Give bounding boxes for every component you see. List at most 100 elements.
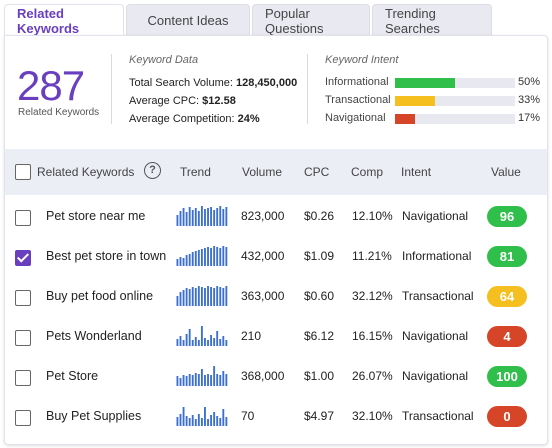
intent-bar-fill	[395, 78, 455, 88]
total-search-volume-value: 128,450,000	[236, 77, 298, 89]
row-checkbox[interactable]	[15, 370, 31, 386]
trend-bar	[219, 418, 222, 426]
average-cpc-label: Average CPC:	[129, 95, 200, 107]
table-row[interactable]: Buy pet food online 363,000 $0.60 32.12% Tra…	[5, 278, 547, 318]
intent-cell: Navigational	[402, 329, 469, 343]
trend-bar	[188, 374, 191, 386]
trend-bar	[194, 288, 197, 306]
trend-bar	[210, 375, 213, 386]
trend-bar	[188, 289, 191, 306]
value-badge: 4	[487, 326, 527, 347]
column-header-cpc[interactable]: CPC	[304, 165, 330, 179]
keyword-cell[interactable]: Pets Wonderland	[46, 329, 142, 343]
tab-popular-questions[interactable]: Popular Questions	[252, 4, 370, 36]
trend-bar	[222, 409, 225, 426]
trend-bar	[207, 419, 209, 426]
cpc-cell: $1.09	[304, 249, 335, 263]
row-checkbox[interactable]	[15, 290, 31, 306]
trend-bar	[210, 415, 213, 426]
trend-bar	[219, 375, 222, 386]
trend-bar	[188, 254, 191, 266]
trend-bar	[219, 248, 222, 266]
keyword-cell[interactable]: Buy Pet Supplies	[46, 409, 142, 423]
trend-bar	[210, 287, 213, 306]
keyword-cell[interactable]: Pet store near me	[46, 209, 146, 223]
column-header-value[interactable]: Value	[491, 165, 521, 179]
trend-bar	[182, 375, 185, 386]
intent-bar-track	[395, 114, 515, 124]
trend-bar	[176, 215, 179, 226]
intent-transactional: Transactional 33%	[325, 94, 545, 108]
trend-bar	[194, 419, 197, 426]
intent-navigational: Navigational 17%	[325, 112, 545, 126]
row-checkbox[interactable]	[15, 250, 31, 266]
intent-bar-fill	[395, 96, 435, 106]
intent-label: Informational	[325, 76, 389, 88]
intent-cell: Navigational	[402, 369, 469, 383]
table-row[interactable]: Buy Pet Supplies 70 $4.97 32.10% Transaction…	[5, 398, 547, 438]
comp-cell: 32.12%	[352, 289, 393, 303]
trend-bar	[216, 416, 219, 426]
question-circle-icon[interactable]: ?	[144, 162, 161, 179]
trend-bar	[179, 211, 182, 226]
trend-bar	[204, 338, 206, 346]
trend-bar	[207, 208, 209, 226]
trend-bar	[213, 288, 216, 306]
trend-bar	[213, 412, 216, 426]
comp-cell: 11.21%	[352, 249, 392, 263]
tab-content-ideas[interactable]: Content Ideas	[126, 4, 250, 36]
tab-trending-searches[interactable]: Trending Searches	[372, 4, 492, 36]
column-header-intent[interactable]: Intent	[401, 165, 432, 179]
trend-bar	[176, 296, 179, 306]
trend-bar	[204, 375, 206, 386]
row-checkbox[interactable]	[15, 330, 31, 346]
average-competition: Average Competition: 24%	[129, 113, 260, 125]
trend-bar	[213, 338, 216, 346]
table-row[interactable]: Pet store near me 823,000 $0.26 12.10% Navig…	[5, 198, 547, 238]
trend-sparkline	[176, 404, 228, 426]
table-header: Related Keywords ? Trend Volume CPC Comp…	[5, 149, 547, 195]
trend-bar	[197, 250, 200, 266]
column-header-volume[interactable]: Volume	[242, 165, 283, 179]
trend-bar	[185, 255, 188, 266]
keyword-cell[interactable]: Best pet store in town	[46, 249, 167, 263]
table-row[interactable]: Pets Wonderland 210 $6.12 16.15% Navigationa…	[5, 318, 547, 358]
trend-bar	[179, 292, 182, 306]
volume-cell: 210	[241, 329, 262, 343]
keyword-cell[interactable]: Pet Store	[46, 369, 99, 383]
trend-bar	[194, 373, 197, 386]
comp-cell: 26.07%	[352, 369, 393, 383]
trend-bar	[210, 207, 213, 226]
trend-bar	[219, 339, 222, 346]
trend-bar	[200, 206, 203, 226]
column-header-keyword[interactable]: Related Keywords	[37, 165, 135, 179]
select-all-checkbox[interactable]	[15, 164, 31, 180]
row-checkbox[interactable]	[15, 210, 31, 226]
keyword-cell[interactable]: Buy pet food online	[46, 289, 154, 303]
trend-bar	[222, 246, 225, 266]
row-checkbox[interactable]	[15, 410, 31, 426]
table-row[interactable]: Pet Store 368,000 $1.00 26.07% Navigational 1…	[5, 358, 547, 398]
trend-bar	[194, 208, 197, 226]
trend-bar	[179, 378, 182, 386]
intent-bar-fill	[395, 114, 416, 124]
trend-bar	[182, 208, 185, 226]
trend-bar	[191, 210, 194, 226]
trend-bar	[197, 286, 200, 306]
tab-related-keywords[interactable]: Related Keywords	[4, 4, 124, 36]
intent-label: Transactional	[325, 94, 391, 106]
column-header-comp[interactable]: Comp	[351, 165, 384, 179]
intent-percent: 33%	[518, 94, 541, 106]
trend-bar	[191, 340, 194, 346]
summary-section: 287 Related Keywords Keyword Data Total …	[5, 36, 547, 148]
trend-bar	[197, 414, 200, 426]
trend-bar	[210, 335, 213, 346]
intent-percent: 17%	[518, 112, 541, 124]
trend-bar	[194, 251, 197, 266]
table-row[interactable]: Best pet store in town 432,000 $1.09 11.21%…	[5, 238, 547, 278]
average-competition-value: 24%	[237, 113, 260, 125]
trend-sparkline	[176, 324, 228, 346]
tab-bar: Related Keywords Content Ideas Popular Q…	[4, 4, 494, 36]
trend-bar	[207, 374, 209, 386]
column-header-trend[interactable]: Trend	[180, 165, 211, 179]
